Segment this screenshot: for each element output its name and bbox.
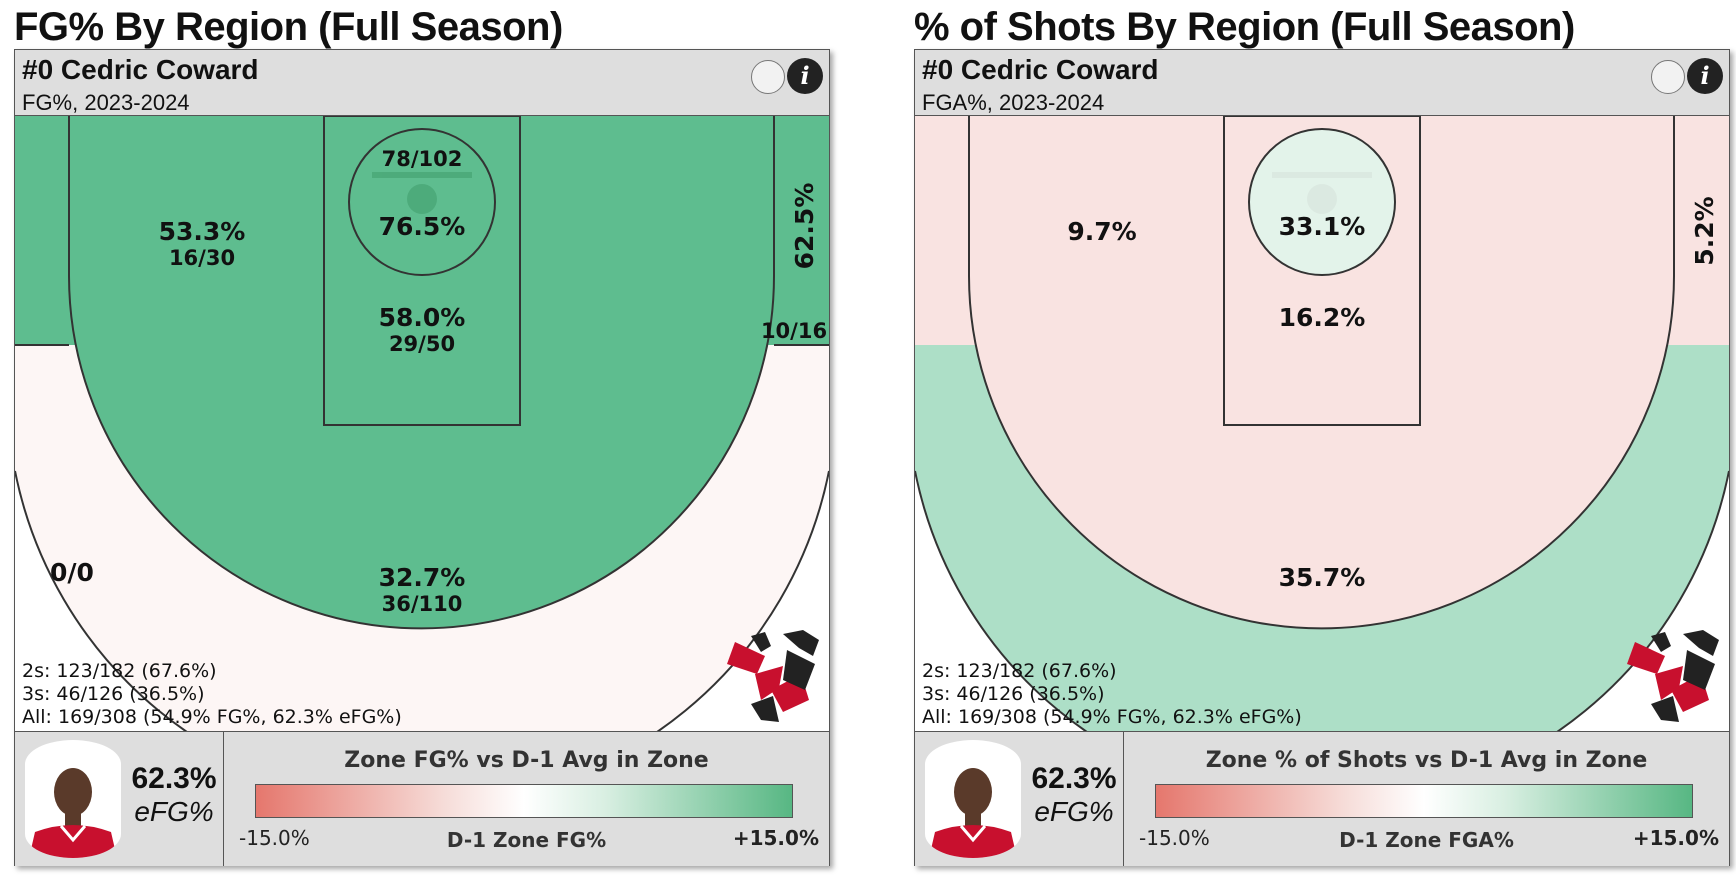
info-icon[interactable]: i [1687,58,1723,94]
zone-label-midrange-attempts: 16/30 [169,246,235,270]
legend-title: Zone % of Shots vs D-1 Avg in Zone [1205,748,1648,773]
card-header: #0 Cedric Coward FG%, 2023-2024 i [15,50,829,116]
divider [223,732,224,866]
basket [1272,172,1372,214]
efg-label: eFG% [134,796,214,827]
stat-twos: 2s: 123/182 (67.6%) [22,660,217,682]
zone-label-corner-pct: 62.5% [790,183,819,270]
zone-label-three-attempts: 36/110 [382,592,463,616]
court-lines [915,116,1729,731]
zone-label-restricted-pct: 76.5% [379,212,466,241]
player-name: #0 Cedric Coward [922,54,1159,85]
legend-min: -15.0% [239,826,310,850]
team-logo-icon [1627,630,1719,722]
legend-title: Zone FG% vs D-1 Avg in Zone [344,748,709,773]
zone-label-paint-pct: 58.0% [379,303,466,332]
color-scale-bar [255,784,793,818]
color-scale-bar [1155,784,1693,818]
chart-subtitle: FG%, 2023-2024 [22,90,190,115]
team-logo-icon [727,630,819,722]
stat-all: All: 169/308 (54.9% FG%, 62.3% eFG%) [22,706,402,728]
panel-title: FG% By Region (Full Season) [14,5,563,49]
zone-label-paint-pct: 16.2% [1279,303,1366,332]
player-photo [25,740,121,858]
divider [1123,732,1124,866]
toggle-circle-button[interactable] [751,60,785,94]
shot-chart-card: #0 Cedric Coward FG%, 2023-2024 i 78/102… [14,49,830,866]
stat-threes: 3s: 46/126 (36.5%) [922,683,1105,705]
legend-mid-label: D-1 Zone FGA% [1339,828,1514,852]
court-lines [15,116,829,731]
stat-threes: 3s: 46/126 (36.5%) [22,683,205,705]
info-icon[interactable]: i [787,58,823,94]
stat-twos: 2s: 123/182 (67.6%) [922,660,1117,682]
zone-label-left-corner: 0/0 [50,558,94,587]
toggle-circle-button[interactable] [1651,60,1685,94]
zone-label-midrange-pct: 53.3% [159,217,246,246]
card-footer: 62.3% eFG% Zone % of Shots vs D-1 Avg in… [915,731,1729,866]
efg-value: 62.3% [1031,762,1117,795]
efg-value: 62.3% [131,762,217,795]
stat-all: All: 169/308 (54.9% FG%, 62.3% eFG%) [922,706,1302,728]
legend-max: +15.0% [1632,826,1719,850]
basket [372,172,472,214]
zone-restricted-area [1249,129,1395,275]
card-header: #0 Cedric Coward FGA%, 2023-2024 i [915,50,1729,116]
card-footer: 62.3% eFG% Zone FG% vs D-1 Avg in Zone -… [15,731,829,866]
efg-label: eFG% [1034,796,1114,827]
shot-chart-card: #0 Cedric Coward FGA%, 2023-2024 i 33.1%… [914,49,1730,866]
zone-label-three-pct: 35.7% [1279,563,1366,592]
zone-restricted-area [349,129,495,275]
chart-subtitle: FGA%, 2023-2024 [922,90,1105,115]
zone-label-corner-attempts: 10/16 [761,319,827,343]
court-heatmap: 78/102 76.5% 58.0% 29/50 53.3% 16/30 62.… [15,116,829,731]
player-name: #0 Cedric Coward [22,54,259,85]
zone-label-corner-pct: 5.2% [1690,196,1719,265]
zone-label-restricted-pct: 33.1% [1279,212,1366,241]
zone-label-paint-attempts: 29/50 [389,332,455,356]
season-stats: 2s: 123/182 (67.6%) 3s: 46/126 (36.5%) A… [922,660,1302,729]
season-stats: 2s: 123/182 (67.6%) 3s: 46/126 (36.5%) A… [22,660,402,729]
zone-label-three-pct: 32.7% [379,563,466,592]
player-photo [925,740,1021,858]
zone-label-restricted-attempts: 78/102 [382,147,463,171]
legend-mid-label: D-1 Zone FG% [446,828,607,852]
zone-label-midrange-pct: 9.7% [1067,217,1136,246]
court-heatmap: 33.1% 16.2% 9.7% 5.2% 35.7% [915,116,1729,731]
legend-max: +15.0% [732,826,819,850]
panel-title: % of Shots By Region (Full Season) [914,5,1575,49]
legend-min: -15.0% [1139,826,1210,850]
